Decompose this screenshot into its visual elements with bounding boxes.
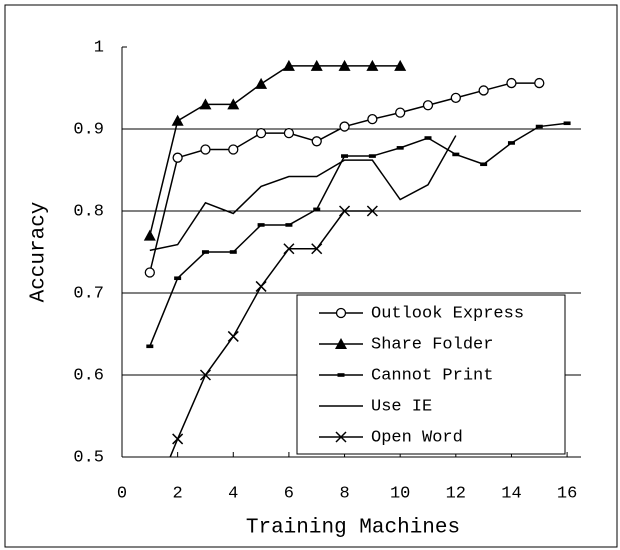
- marker: [144, 267, 155, 278]
- marker: [396, 146, 404, 150]
- marker: [199, 98, 212, 110]
- marker: [480, 162, 488, 167]
- marker: [395, 107, 406, 118]
- x-tick-label: 16: [557, 484, 577, 503]
- marker: [145, 501, 155, 511]
- x-tick-label: 6: [284, 484, 294, 503]
- marker: [506, 77, 517, 89]
- marker: [311, 243, 323, 255]
- marker: [172, 433, 184, 445]
- marker: [257, 223, 265, 227]
- marker: [535, 124, 543, 129]
- marker: [366, 205, 378, 217]
- marker: [255, 77, 268, 89]
- legend-marker: [335, 338, 347, 349]
- marker: [227, 98, 240, 110]
- marker: [563, 121, 571, 126]
- marker: [200, 144, 211, 155]
- marker: [171, 114, 184, 126]
- y-tick-label: 0.7: [73, 284, 104, 303]
- marker: [311, 136, 322, 147]
- marker: [283, 127, 295, 139]
- marker: [174, 276, 182, 281]
- legend-marker: [337, 373, 345, 377]
- marker: [282, 59, 295, 71]
- legend-label: Share Folder: [371, 335, 493, 354]
- legend-marker: [335, 431, 347, 443]
- x-tick-label: 4: [228, 484, 238, 503]
- x-tick-label: 0: [117, 484, 127, 503]
- frame: [4, 4, 618, 548]
- marker: [201, 250, 209, 254]
- x-tick-label: 8: [339, 484, 349, 503]
- y-tick-label: 0.5: [73, 448, 104, 467]
- series-line: [149, 65, 401, 236]
- marker: [228, 144, 239, 155]
- legend-label: Outlook Express: [371, 304, 524, 323]
- marker: [507, 141, 515, 145]
- marker: [368, 154, 376, 158]
- marker: [338, 59, 351, 71]
- marker: [285, 223, 293, 227]
- y-tick-label: 0.9: [73, 120, 104, 139]
- plot-area: [143, 59, 571, 511]
- x-tick-label: 10: [390, 484, 410, 503]
- legend-label: Open Word: [371, 428, 463, 447]
- x-tick-label: 2: [173, 484, 183, 503]
- marker: [283, 243, 295, 255]
- marker: [422, 100, 434, 111]
- marker: [313, 207, 321, 212]
- marker: [366, 59, 379, 71]
- y-axis-label: Accuracy: [28, 202, 51, 303]
- marker: [452, 152, 460, 157]
- marker: [172, 152, 183, 163]
- marker: [255, 280, 267, 292]
- marker: [227, 330, 239, 342]
- series-line: [149, 122, 568, 347]
- series-line: [149, 82, 540, 273]
- y-tick-label: 1: [94, 38, 104, 57]
- marker: [424, 136, 432, 140]
- legend-label: Cannot Print: [371, 366, 493, 385]
- x-axis-label: Training Machines: [246, 517, 460, 540]
- marker: [339, 205, 351, 217]
- marker: [199, 369, 211, 381]
- marker: [339, 121, 350, 132]
- marker: [255, 127, 267, 139]
- marker: [229, 250, 237, 254]
- y-tick-label: 0.8: [73, 202, 104, 221]
- marker: [341, 154, 349, 158]
- y-tick-label: 0.6: [73, 366, 104, 385]
- marker: [143, 229, 156, 241]
- marker: [478, 85, 489, 96]
- legend-marker: [335, 307, 347, 319]
- marker: [534, 77, 545, 89]
- x-tick-label: 14: [501, 484, 521, 503]
- marker: [394, 59, 407, 71]
- marker: [146, 344, 154, 349]
- legend-label: Use IE: [371, 397, 432, 416]
- series-line: [149, 135, 457, 252]
- marker: [310, 59, 323, 71]
- marker: [450, 92, 461, 103]
- x-tick-label: 12: [446, 484, 466, 503]
- marker: [367, 114, 378, 125]
